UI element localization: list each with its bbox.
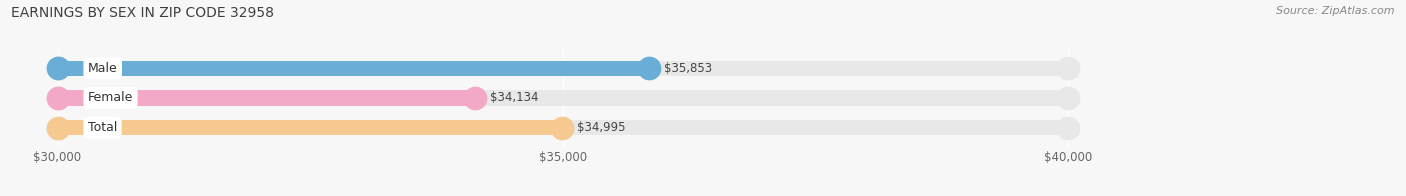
Text: Male: Male — [87, 62, 118, 75]
Text: $34,134: $34,134 — [491, 92, 538, 104]
Bar — [58, 61, 1067, 76]
Text: $34,995: $34,995 — [578, 121, 626, 134]
Bar — [58, 90, 1067, 106]
Text: EARNINGS BY SEX IN ZIP CODE 32958: EARNINGS BY SEX IN ZIP CODE 32958 — [11, 6, 274, 20]
Text: Female: Female — [87, 92, 134, 104]
Bar — [58, 90, 475, 106]
Text: Total: Total — [87, 121, 117, 134]
Bar — [58, 120, 1067, 135]
Text: $35,853: $35,853 — [664, 62, 711, 75]
Bar — [58, 61, 648, 76]
Bar — [58, 120, 562, 135]
Text: Source: ZipAtlas.com: Source: ZipAtlas.com — [1277, 6, 1395, 16]
